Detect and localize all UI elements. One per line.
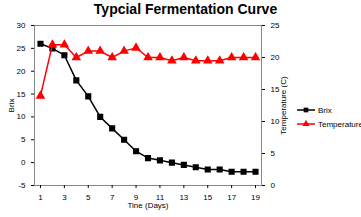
svg-text:15: 15 [17, 90, 26, 99]
svg-text:15: 15 [270, 85, 280, 95]
svg-text:25: 25 [17, 44, 26, 53]
svg-text:20: 20 [271, 53, 280, 62]
svg-text:9: 9 [133, 193, 139, 203]
svg-text:19: 19 [251, 193, 260, 202]
html-text:Typcial Fermentation Curve: Typcial Fermentation Curve [93, 1, 278, 17]
svg-text:15: 15 [203, 193, 212, 202]
svg-text:17: 17 [227, 193, 236, 202]
svg-text:5: 5 [271, 149, 276, 158]
svg-text:Tine (Days): Tine (Days) [127, 201, 168, 210]
svg-text:10: 10 [270, 117, 280, 127]
svg-text:20: 20 [17, 67, 26, 76]
svg-text:Brix: Brix [7, 99, 16, 113]
svg-text:0: 0 [21, 158, 26, 167]
svg-text:11: 11 [155, 193, 165, 203]
svg-text:25: 25 [271, 21, 280, 30]
svg-text:13: 13 [179, 193, 188, 202]
svg-text:0: 0 [271, 181, 276, 190]
svg-text:5: 5 [21, 135, 26, 144]
svg-text:3: 3 [62, 193, 67, 202]
svg-text:7: 7 [110, 193, 115, 202]
html-text:Brix: Brix [318, 105, 332, 115]
svg-text:5: 5 [86, 193, 91, 202]
svg-text:30: 30 [17, 21, 26, 30]
svg-text:1: 1 [38, 193, 43, 202]
svg-text:Temperature (C): Temperature (C) [279, 76, 288, 135]
svg-text:10: 10 [17, 112, 26, 121]
svg-text:-5: -5 [18, 181, 26, 190]
